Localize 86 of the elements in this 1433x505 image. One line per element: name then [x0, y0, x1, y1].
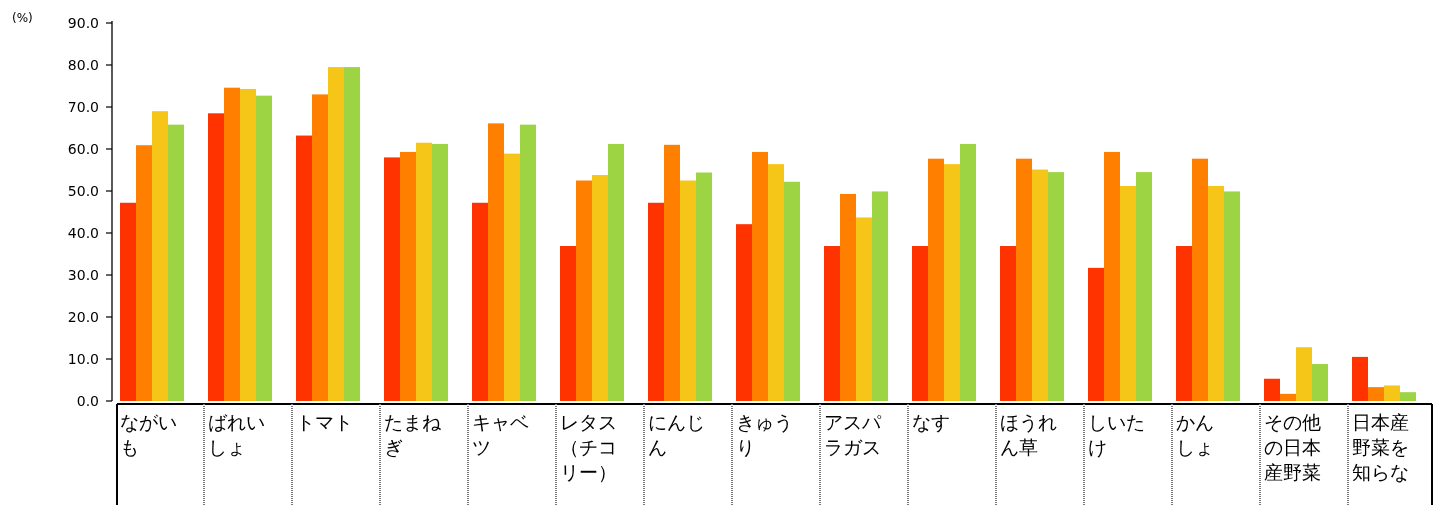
bar [208, 113, 224, 401]
bar [696, 172, 712, 401]
y-tick-label: 30.0 [67, 267, 99, 283]
bar [960, 143, 976, 401]
x-tick-label: にんじん [648, 410, 706, 460]
x-tick-label: 日本産野菜を知らな [1352, 410, 1410, 485]
bar [680, 180, 696, 401]
bar [1352, 356, 1368, 401]
x-tick-label: しいたけ [1088, 410, 1146, 460]
bar [384, 157, 400, 401]
x-tick-label: トマト [296, 410, 354, 435]
y-tick-label: 90.0 [67, 15, 99, 31]
bar [256, 95, 272, 401]
bar [824, 246, 840, 401]
x-tick-label: アスパラガス [824, 410, 882, 460]
y-tick-label: 0.0 [76, 393, 99, 409]
bar [432, 143, 448, 401]
bar [416, 142, 432, 401]
bar [784, 181, 800, 401]
bar [1280, 393, 1296, 401]
bar [1264, 378, 1280, 401]
bar [1192, 158, 1208, 401]
bar [136, 145, 152, 401]
bar [928, 158, 944, 401]
bar [520, 124, 536, 401]
bar [504, 153, 520, 401]
bar [344, 67, 360, 401]
bar [912, 246, 928, 401]
bar [1384, 385, 1400, 401]
bar [296, 135, 312, 401]
bar [168, 124, 184, 401]
x-tick-label: ながいも [120, 410, 178, 460]
bar [1032, 169, 1048, 401]
y-tick-label: 80.0 [67, 57, 99, 73]
bar [752, 151, 768, 401]
bar [328, 67, 344, 401]
bar [1016, 158, 1032, 401]
bar [400, 151, 416, 401]
x-tick-label: キャベツ [472, 410, 530, 460]
bar [1000, 246, 1016, 401]
bar [1120, 185, 1136, 401]
bar [592, 175, 608, 401]
y-tick-label: 20.0 [67, 309, 99, 325]
bar [608, 143, 624, 401]
bar [1312, 364, 1328, 401]
x-tick-label: その他の日本産野菜 [1264, 410, 1322, 485]
bar [648, 202, 664, 401]
bar [1088, 267, 1104, 401]
y-axis-title: (%) [12, 11, 33, 25]
bar [488, 123, 504, 401]
bar [944, 164, 960, 401]
bar [152, 111, 168, 401]
bar [768, 164, 784, 401]
bar [1176, 246, 1192, 401]
bar [240, 88, 256, 401]
bar [1208, 185, 1224, 401]
x-tick-label: ほうれん草 [1000, 410, 1058, 460]
bar [120, 202, 136, 401]
bar [1224, 191, 1240, 401]
x-tick-label: ばれいしょ [208, 410, 266, 460]
x-tick-label: かんしょ [1176, 410, 1215, 460]
x-tick-label: レタス（チコリー） [560, 410, 618, 485]
bar [736, 224, 752, 401]
bar [840, 193, 856, 401]
bar [1400, 392, 1416, 401]
y-tick-label: 70.0 [67, 99, 99, 115]
bar [872, 191, 888, 401]
bar [664, 144, 680, 401]
bar [1104, 151, 1120, 401]
bar [472, 202, 488, 401]
y-tick-label: 60.0 [67, 141, 99, 157]
y-tick-label: 50.0 [67, 183, 99, 199]
bar [1048, 172, 1064, 401]
y-tick-label: 10.0 [67, 351, 99, 367]
bar [1136, 172, 1152, 401]
bar [312, 94, 328, 401]
x-tick-label: なす [912, 410, 951, 435]
bar [856, 217, 872, 401]
x-tick-label: きゅうり [736, 410, 794, 460]
bar [1368, 387, 1384, 401]
bar [1296, 347, 1312, 401]
x-tick-label: たまねぎ [384, 410, 442, 460]
bar [560, 246, 576, 401]
bar [224, 87, 240, 401]
bar [576, 180, 592, 401]
y-tick-label: 40.0 [67, 225, 99, 241]
